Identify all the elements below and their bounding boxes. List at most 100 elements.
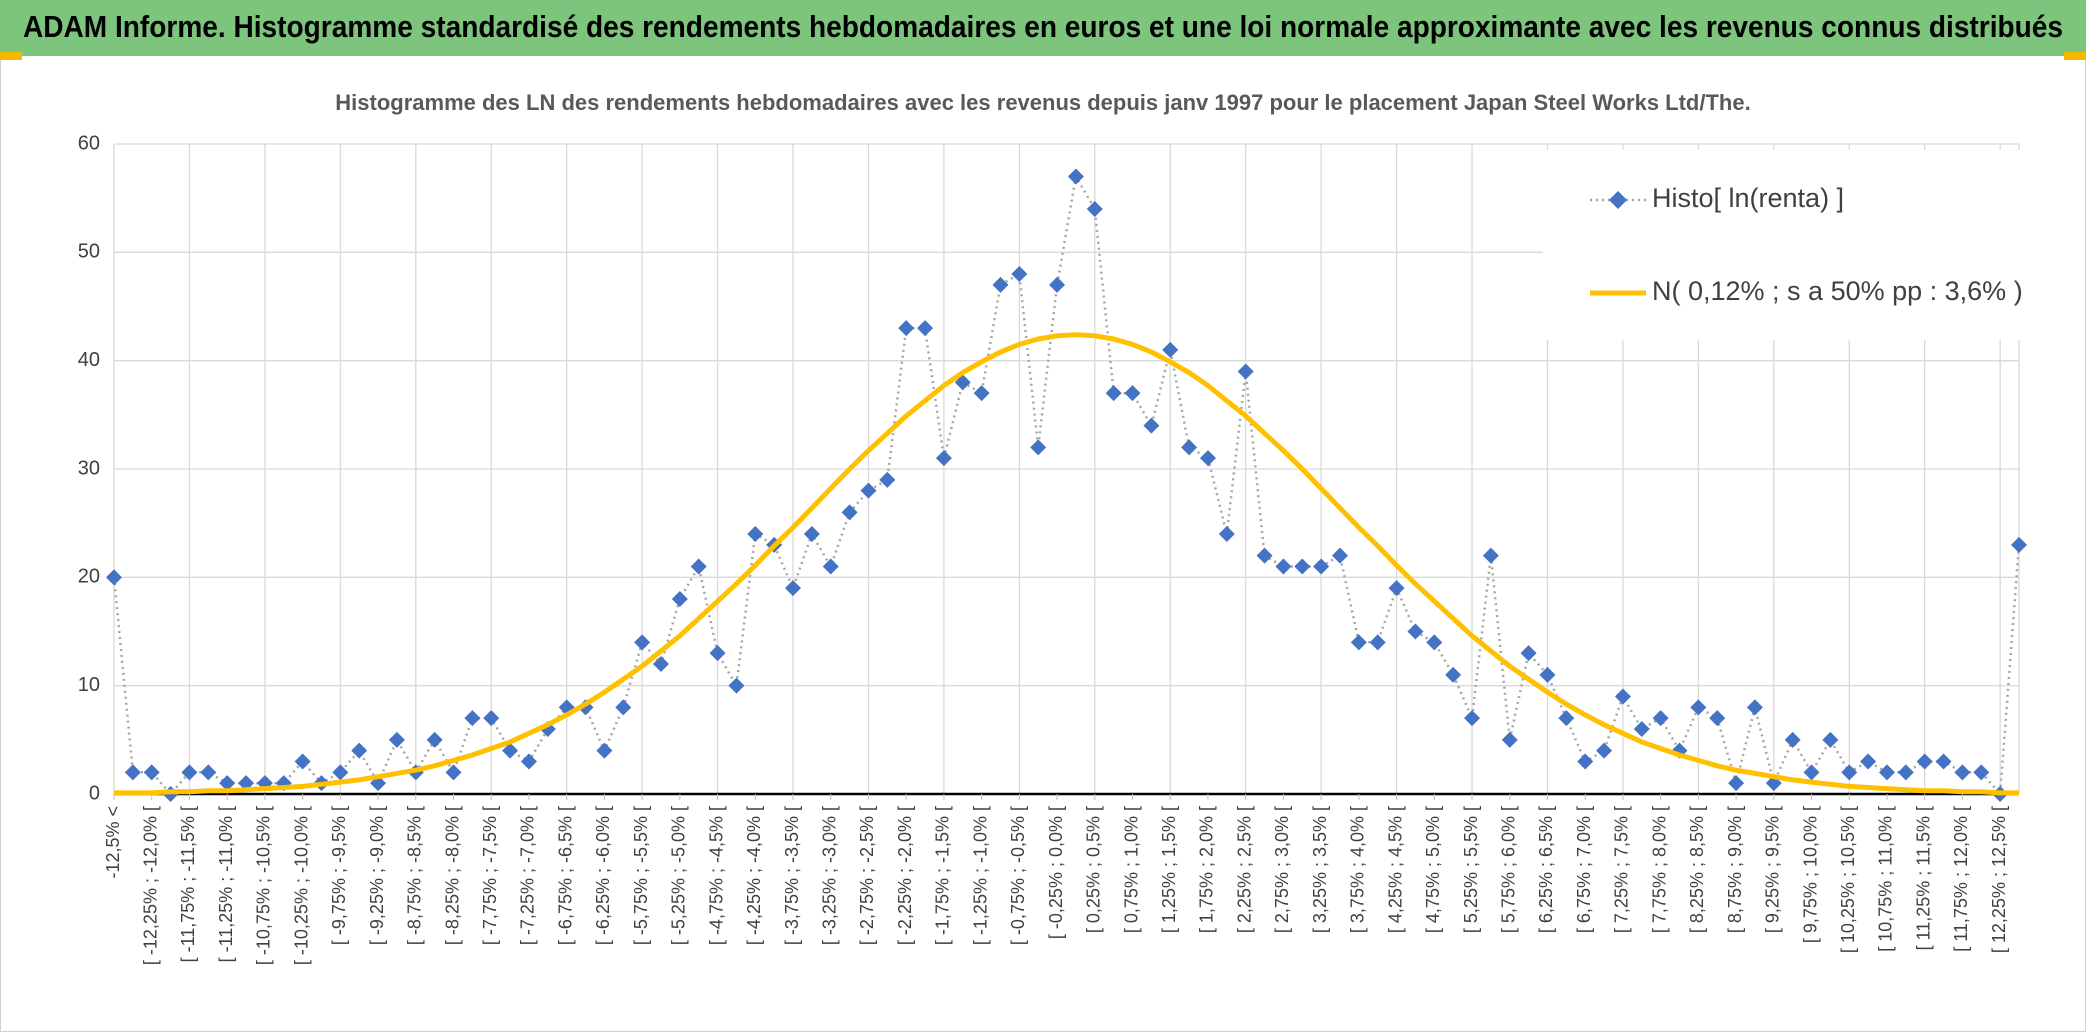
marker: [426, 731, 443, 748]
x-tick-label: [ 10,25% ; 10,5% [: [1838, 806, 1858, 953]
marker: [671, 591, 688, 607]
marker: [1652, 710, 1669, 727]
x-tick-label: [ 0,25% ; 0,5% [: [1084, 806, 1104, 933]
x-tick-label: [ -2,25% ; -2,0% [: [895, 806, 915, 945]
marker: [1067, 168, 1084, 185]
marker: [1558, 710, 1575, 727]
marker: [803, 526, 820, 542]
x-tick-label: [ 5,25% ; 5,5% [: [1461, 806, 1481, 933]
chart-title: Histogramme des LN des rendements hebdom…: [335, 90, 1750, 115]
marker: [1897, 764, 1914, 781]
page-title: ADAM Informe. Histogramme standardisé de…: [23, 9, 2063, 44]
marker: [1973, 764, 1990, 781]
marker: [709, 645, 726, 662]
legend-box: [1543, 150, 2021, 340]
x-tick-label: [ -5,25% ; -5,0% [: [669, 806, 689, 945]
corner-mark: [0, 52, 22, 60]
x-tick-label: [ -10,25% ; -10,0% [: [291, 806, 311, 965]
x-tick-label: [ -7,75% ; -7,5% [: [480, 806, 500, 945]
marker: [219, 775, 236, 792]
x-tick-label: [ -6,25% ; -6,0% [: [593, 806, 613, 945]
x-tick-label: [ -0,75% ; -0,5% [: [1008, 806, 1028, 945]
y-tick-label: 0: [89, 782, 100, 804]
marker: [502, 742, 519, 759]
marker: [822, 558, 839, 575]
marker: [1822, 731, 1839, 748]
y-tick-label: 30: [78, 457, 100, 479]
marker: [917, 320, 934, 337]
marker: [1878, 764, 1895, 781]
marker: [1294, 558, 1311, 575]
marker: [1614, 688, 1631, 705]
x-tick-label: [ 3,75% ; 4,0% [: [1348, 806, 1368, 933]
marker: [785, 580, 802, 597]
marker: [1464, 710, 1481, 727]
x-tick-label: [ 4,25% ; 4,5% [: [1385, 806, 1405, 933]
x-tick-label: [ -9,25% ; -9,0% [: [367, 806, 387, 945]
marker: [106, 569, 122, 586]
title-bar: [0, 0, 2086, 56]
y-tick-label: 50: [78, 241, 100, 263]
marker: [1086, 201, 1103, 217]
x-tick-label: [ 9,25% ; 9,5% [: [1763, 806, 1783, 933]
x-tick-label: [ 10,75% ; 11,0% [: [1876, 806, 1896, 952]
legend-label: N( 0,12% ; s a 50% pp : 3,6% ): [1652, 276, 2023, 306]
marker: [1369, 634, 1386, 651]
marker: [898, 320, 915, 337]
marker: [464, 710, 481, 727]
marker: [332, 764, 349, 781]
marker: [1313, 558, 1330, 575]
x-tick-label: [ 7,25% ; 7,5% [: [1612, 806, 1632, 933]
x-tick-label: [ 0,75% ; 1,0% [: [1121, 806, 1141, 933]
x-tick-label: [ 6,25% ; 6,5% [: [1536, 806, 1556, 933]
marker: [860, 482, 877, 499]
y-tick-label: 10: [78, 674, 100, 696]
x-tick-label: [ -9,75% ; -9,5% [: [329, 806, 349, 945]
marker: [652, 656, 669, 672]
x-tick-label: [ -3,25% ; -3,0% [: [819, 806, 839, 945]
x-tick-label: [ 8,75% ; 9,0% [: [1725, 806, 1745, 933]
marker: [1746, 699, 1763, 716]
x-tick-label: [ -8,75% ; -8,5% [: [405, 806, 425, 945]
marker: [2011, 536, 2027, 553]
marker: [1596, 742, 1613, 759]
x-tick-label: [ -6,75% ; -6,5% [: [555, 806, 575, 945]
marker: [690, 558, 707, 575]
x-tick-label: [ -1,75% ; -1,5% [: [933, 806, 953, 945]
marker: [1237, 363, 1254, 380]
marker: [1520, 645, 1537, 662]
marker: [1841, 764, 1858, 781]
marker: [1275, 558, 1292, 575]
marker: [1426, 634, 1443, 651]
x-tick-label: [ 6,75% ; 7,0% [: [1574, 806, 1594, 933]
marker: [1350, 634, 1367, 651]
y-tick-label: 40: [78, 349, 100, 371]
marker: [935, 450, 952, 467]
x-tick-label: [ -10,75% ; -10,5% [: [254, 806, 274, 965]
marker: [1011, 266, 1028, 282]
x-tick-label: [ -4,25% ; -4,0% [: [744, 806, 764, 945]
x-tick-label: [ -8,25% ; -8,0% [: [442, 806, 462, 945]
marker: [992, 276, 1009, 293]
marker: [181, 764, 198, 781]
marker: [1709, 710, 1726, 727]
x-tick-label: [ 3,25% ; 3,5% [: [1310, 806, 1330, 933]
x-tick-label: [ 2,25% ; 2,5% [: [1234, 806, 1254, 933]
legend-marker: [1609, 191, 1627, 209]
marker: [841, 504, 858, 521]
x-tick-label: [ -11,75% ; -11,5% [: [178, 806, 198, 962]
marker: [200, 764, 217, 781]
x-tick-label: [ 9,75% ; 10,0% [: [1800, 806, 1820, 943]
marker: [615, 699, 632, 716]
x-tick-label: [ 12,25% ; 12,5% [: [1989, 806, 2009, 953]
x-tick-label: [ -7,25% ; -7,0% [: [518, 806, 538, 945]
x-tick-label: [ 4,75% ; 5,0% [: [1423, 806, 1443, 933]
marker: [294, 753, 311, 770]
marker: [1407, 623, 1424, 640]
x-tick-label: [ 11,25% ; 11,5% [: [1913, 806, 1933, 950]
marker: [124, 764, 141, 781]
x-tick-label: [ -1,25% ; -1,0% [: [970, 806, 990, 945]
marker: [143, 764, 160, 781]
x-tick-label: [ 8,25% ; 8,5% [: [1687, 806, 1707, 933]
